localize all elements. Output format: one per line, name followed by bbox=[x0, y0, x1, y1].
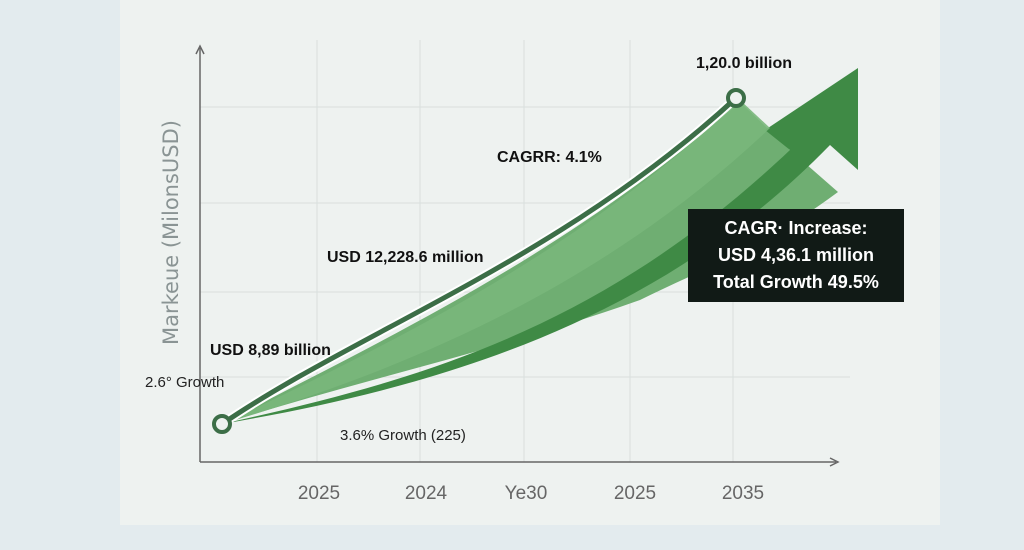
x-tick-label: 2025 bbox=[298, 483, 340, 504]
light-band-upper bbox=[222, 100, 770, 424]
left-growth-label: 2.6° Growth bbox=[145, 374, 224, 391]
summary-box bbox=[688, 209, 904, 302]
summary-line-1: CAGR· Increase: bbox=[724, 218, 867, 238]
trend-line bbox=[220, 96, 738, 427]
x-tick-label: 2035 bbox=[722, 483, 764, 504]
bottom-growth-label: 3.6% Growth (225) bbox=[340, 427, 466, 444]
cagr-label: CAGRR: 4.1% bbox=[497, 149, 602, 166]
start-value-label: USD 8,89 billion bbox=[210, 342, 331, 359]
x-tick-label: 2025 bbox=[614, 483, 656, 504]
end-point bbox=[726, 88, 746, 108]
axes bbox=[195, 44, 840, 467]
x-tick-label: Ye30 bbox=[505, 483, 548, 504]
y-axis-arrow-icon bbox=[195, 44, 205, 55]
y-axis-label: Markeue (MilonsUSD) bbox=[159, 120, 183, 345]
summary-line-3: Total Growth 49.5% bbox=[713, 272, 879, 292]
mid-value-label: USD 12,228.6 million bbox=[327, 249, 484, 266]
x-tick-label: 2024 bbox=[405, 483, 448, 504]
start-point bbox=[212, 414, 232, 434]
x-axis-arrow-icon bbox=[829, 457, 840, 467]
end-value-label: 1,20.0 billion bbox=[696, 55, 792, 72]
summary-line-2: USD 4,36.1 million bbox=[718, 245, 874, 265]
